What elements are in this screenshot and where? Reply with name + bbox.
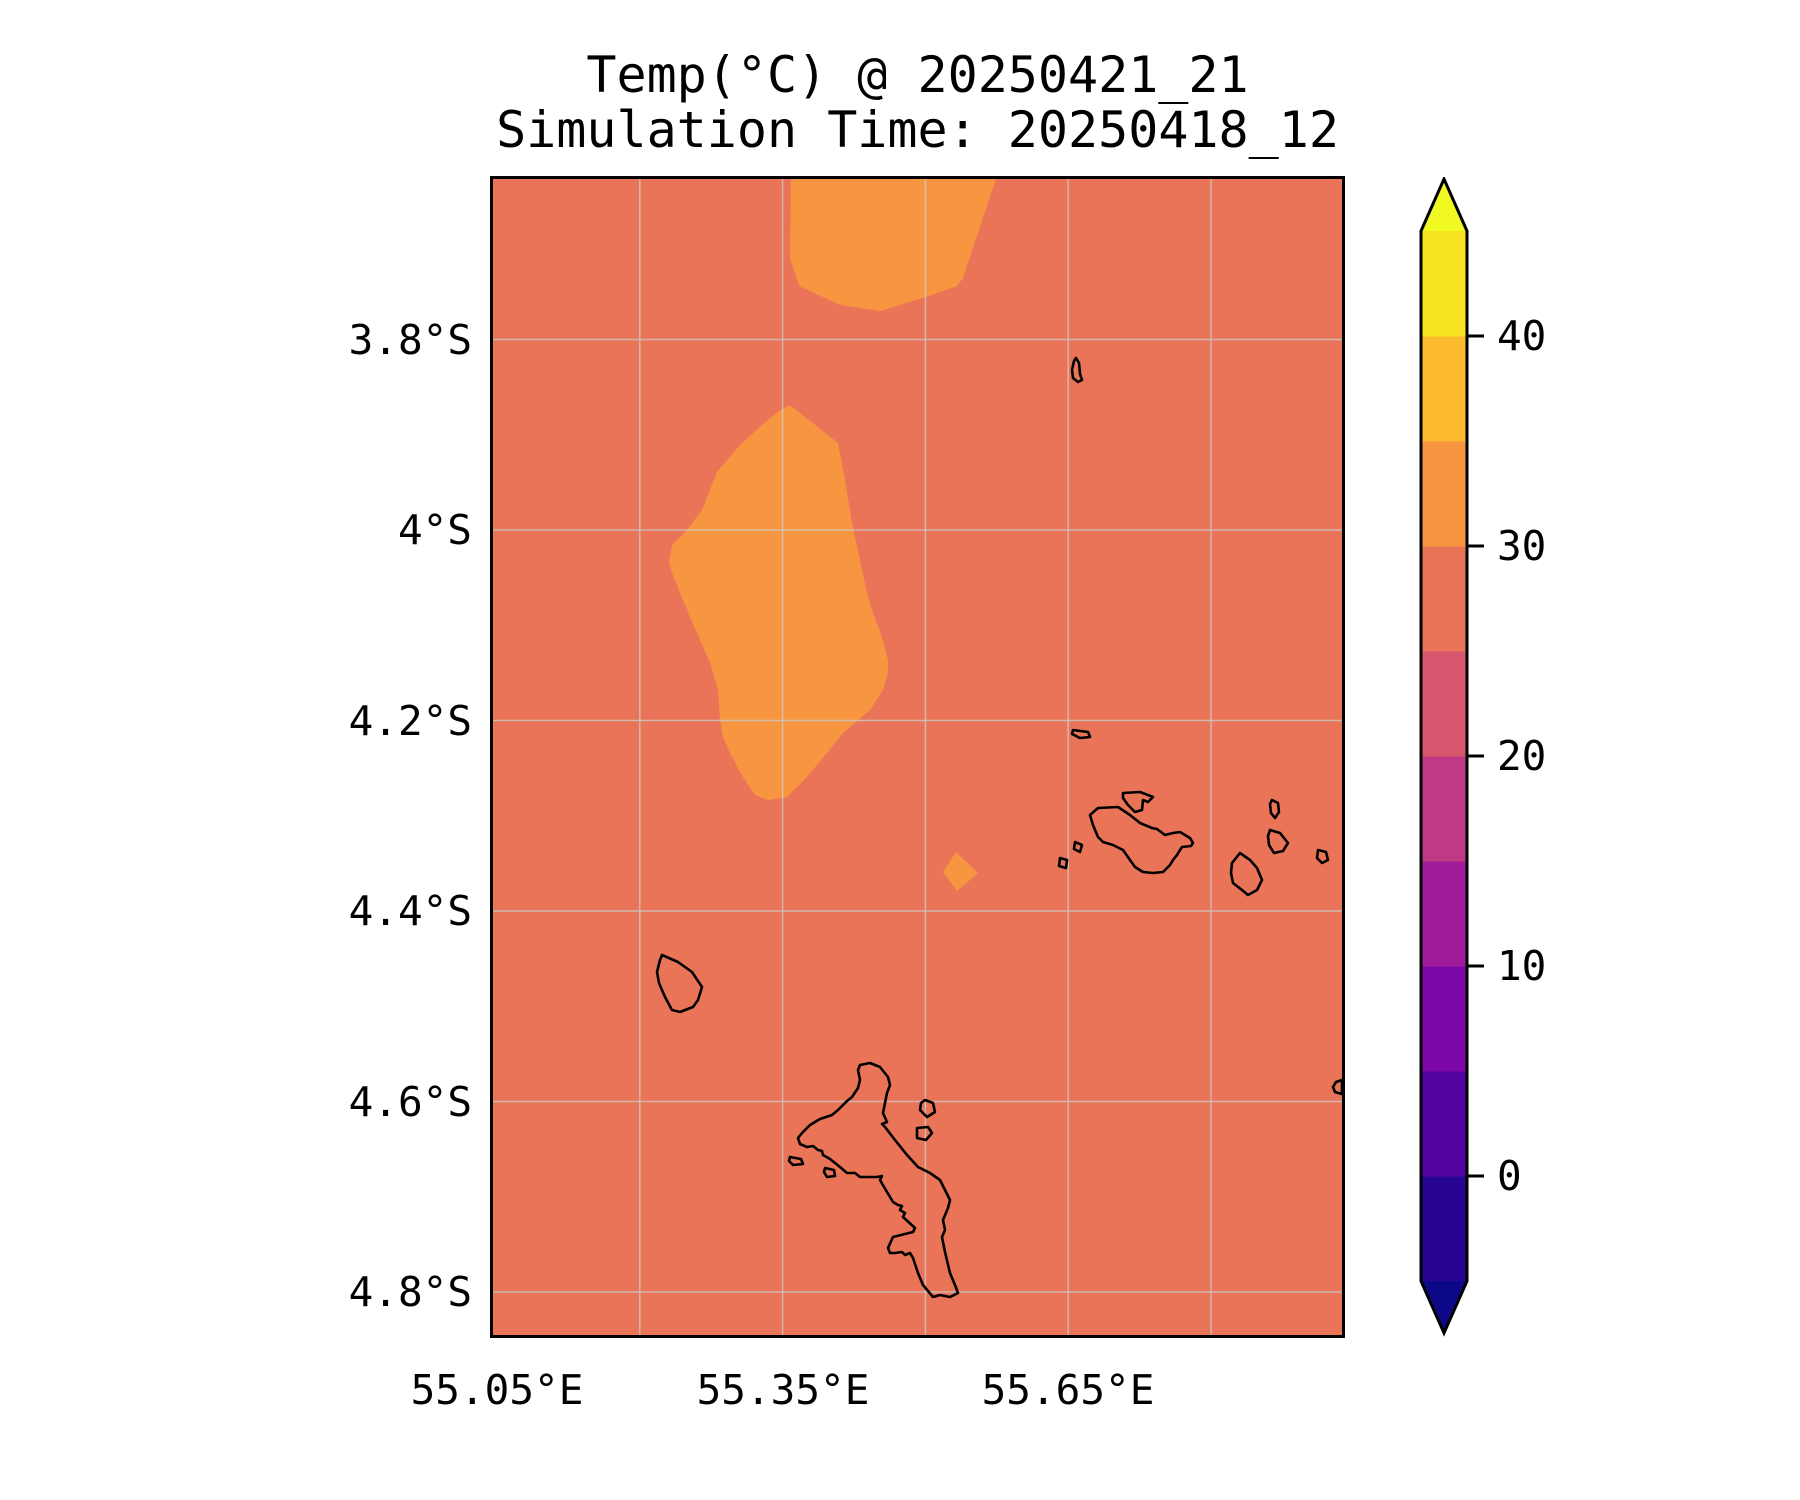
colorbar-band bbox=[1421, 861, 1467, 967]
ocean-fill bbox=[493, 179, 1342, 1335]
warm-patch-north-edge-patch bbox=[790, 179, 996, 311]
colorbar-band bbox=[1421, 546, 1467, 652]
colorbar-band bbox=[1421, 966, 1467, 1072]
island-curieuse-coastline bbox=[1121, 790, 1155, 814]
colorbar-band bbox=[1421, 231, 1467, 337]
y-tick-label: 3.8°S bbox=[348, 316, 472, 364]
y-tick-label: 4.4°S bbox=[348, 887, 472, 935]
colorbar-band bbox=[1421, 1176, 1467, 1282]
island-la-digue-coastline bbox=[1229, 851, 1264, 897]
island-silhouette-coastline bbox=[655, 953, 704, 1014]
y-tick-label: 4.2°S bbox=[348, 697, 472, 745]
colorbar-band bbox=[1421, 441, 1467, 547]
colorbar-band bbox=[1421, 336, 1467, 442]
x-tick-label: 55.35°E bbox=[696, 1366, 870, 1414]
island-ste-anne-coastline bbox=[918, 1098, 937, 1119]
island-praslin-coastline bbox=[1088, 805, 1195, 875]
island-cerf-coastline bbox=[915, 1125, 934, 1142]
island-mahe-coastline bbox=[796, 1061, 960, 1299]
island-conception-coastline bbox=[787, 1155, 805, 1167]
plot-titles: Temp(°C) @ 20250421_21 Simulation Time: … bbox=[493, 48, 1342, 158]
plot-subtitle: Simulation Time: 20250418_12 bbox=[496, 101, 1339, 159]
warm-patch-small-diamond bbox=[943, 852, 978, 891]
colorbar-extend-over-arrow bbox=[1421, 179, 1467, 231]
island-denis-coastline bbox=[1070, 356, 1084, 384]
island-cousine-coastline bbox=[1072, 840, 1084, 854]
colorbar-extend-under-arrow bbox=[1421, 1281, 1467, 1333]
island-marianne-coastline bbox=[1315, 848, 1330, 865]
x-tick-label: 55.65°E bbox=[981, 1366, 1155, 1414]
island-cousin-coastline bbox=[1057, 856, 1069, 870]
colorbar-outline bbox=[1419, 177, 1469, 1337]
island-therese-coastline bbox=[822, 1166, 837, 1179]
colorbar-band bbox=[1421, 756, 1467, 862]
colorbar-band bbox=[1421, 1071, 1467, 1177]
map-plot-area bbox=[490, 176, 1345, 1338]
colorbar-tick-label: 30 bbox=[1497, 522, 1547, 570]
island-fregate-edge-coastline bbox=[1331, 1078, 1342, 1096]
y-tick-label: 4°S bbox=[397, 506, 472, 554]
colorbar-tick-label: 10 bbox=[1497, 942, 1547, 990]
colorbar-tick-label: 20 bbox=[1497, 732, 1547, 780]
colorbar-band bbox=[1421, 651, 1467, 757]
colorbar-tick-label: 0 bbox=[1497, 1152, 1522, 1200]
island-aride-coastline bbox=[1070, 728, 1092, 740]
y-tick-label: 4.8°S bbox=[348, 1268, 472, 1316]
plot-title: Temp(°C) @ 20250421_21 bbox=[586, 46, 1249, 104]
warm-patch-central-blob bbox=[669, 405, 888, 800]
island-felicite-coastline bbox=[1266, 828, 1290, 855]
island-sisters-coastline bbox=[1268, 798, 1281, 820]
colorbar-tick-label: 40 bbox=[1497, 312, 1547, 360]
x-tick-label: 55.05°E bbox=[410, 1366, 584, 1414]
colorbar bbox=[1419, 177, 1484, 1337]
y-tick-label: 4.6°S bbox=[348, 1078, 472, 1126]
temperature-contour-map bbox=[493, 179, 1342, 1335]
